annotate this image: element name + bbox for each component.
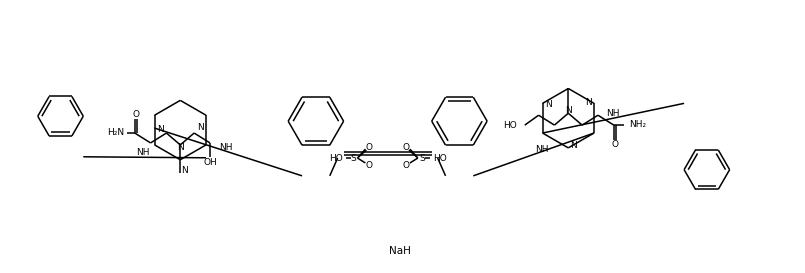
Text: N: N — [546, 100, 552, 109]
Text: HO: HO — [433, 153, 447, 162]
Text: S: S — [419, 153, 425, 162]
Text: HO: HO — [329, 153, 343, 162]
Text: N: N — [197, 123, 204, 132]
Text: O: O — [132, 110, 139, 119]
Text: OH: OH — [203, 158, 217, 167]
Text: N: N — [570, 141, 577, 150]
Text: N: N — [158, 124, 164, 133]
Text: O: O — [611, 140, 618, 149]
Text: H₂N: H₂N — [107, 127, 124, 136]
Text: N: N — [565, 106, 572, 115]
Text: NH: NH — [136, 148, 150, 157]
Text: O: O — [402, 161, 410, 170]
Text: NaH: NaH — [389, 246, 411, 256]
Text: O: O — [402, 143, 410, 152]
Text: NH: NH — [220, 143, 233, 152]
Text: O: O — [365, 143, 373, 152]
Text: HO: HO — [503, 121, 517, 130]
Text: NH: NH — [607, 109, 620, 118]
Text: N: N — [181, 166, 188, 175]
Text: S: S — [351, 153, 357, 162]
Text: O: O — [365, 161, 373, 170]
Text: N: N — [585, 98, 592, 107]
Text: NH₂: NH₂ — [629, 120, 646, 129]
Text: N: N — [177, 143, 184, 152]
Text: NH: NH — [535, 145, 549, 154]
